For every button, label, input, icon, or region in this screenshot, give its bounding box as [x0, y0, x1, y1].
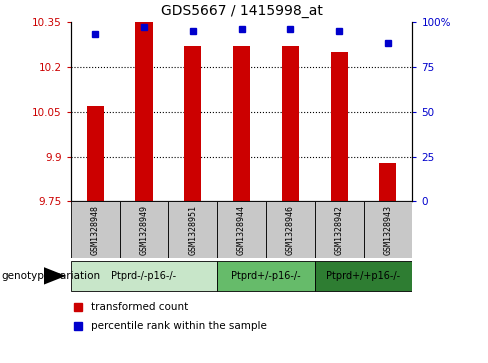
- Bar: [266, 201, 315, 258]
- Text: GSM1328942: GSM1328942: [335, 205, 344, 254]
- Text: GSM1328944: GSM1328944: [237, 205, 246, 254]
- Text: GSM1328946: GSM1328946: [286, 205, 295, 254]
- Bar: [168, 201, 217, 258]
- Bar: [233, 46, 250, 201]
- Bar: [71, 201, 120, 258]
- Bar: [87, 106, 104, 201]
- Text: genotype/variation: genotype/variation: [1, 271, 100, 281]
- Text: Ptprd-/-p16-/-: Ptprd-/-p16-/-: [111, 271, 177, 281]
- Bar: [315, 261, 412, 290]
- Text: GSM1328951: GSM1328951: [188, 205, 197, 254]
- Bar: [120, 201, 168, 258]
- Title: GDS5667 / 1415998_at: GDS5667 / 1415998_at: [161, 4, 323, 18]
- Bar: [217, 261, 315, 290]
- Bar: [380, 163, 396, 201]
- Polygon shape: [44, 267, 66, 285]
- Text: Ptprd+/+p16-/-: Ptprd+/+p16-/-: [326, 271, 401, 281]
- Bar: [364, 201, 412, 258]
- Bar: [282, 46, 299, 201]
- Text: GSM1328949: GSM1328949: [140, 205, 148, 254]
- Bar: [184, 46, 201, 201]
- Text: transformed count: transformed count: [91, 302, 188, 312]
- Bar: [331, 52, 347, 201]
- Bar: [315, 201, 364, 258]
- Text: GSM1328948: GSM1328948: [91, 205, 100, 254]
- Text: GSM1328943: GSM1328943: [384, 205, 392, 254]
- Text: Ptprd+/-p16-/-: Ptprd+/-p16-/-: [231, 271, 301, 281]
- Bar: [71, 261, 217, 290]
- Bar: [217, 201, 266, 258]
- Bar: [135, 22, 152, 201]
- Text: percentile rank within the sample: percentile rank within the sample: [91, 321, 267, 331]
